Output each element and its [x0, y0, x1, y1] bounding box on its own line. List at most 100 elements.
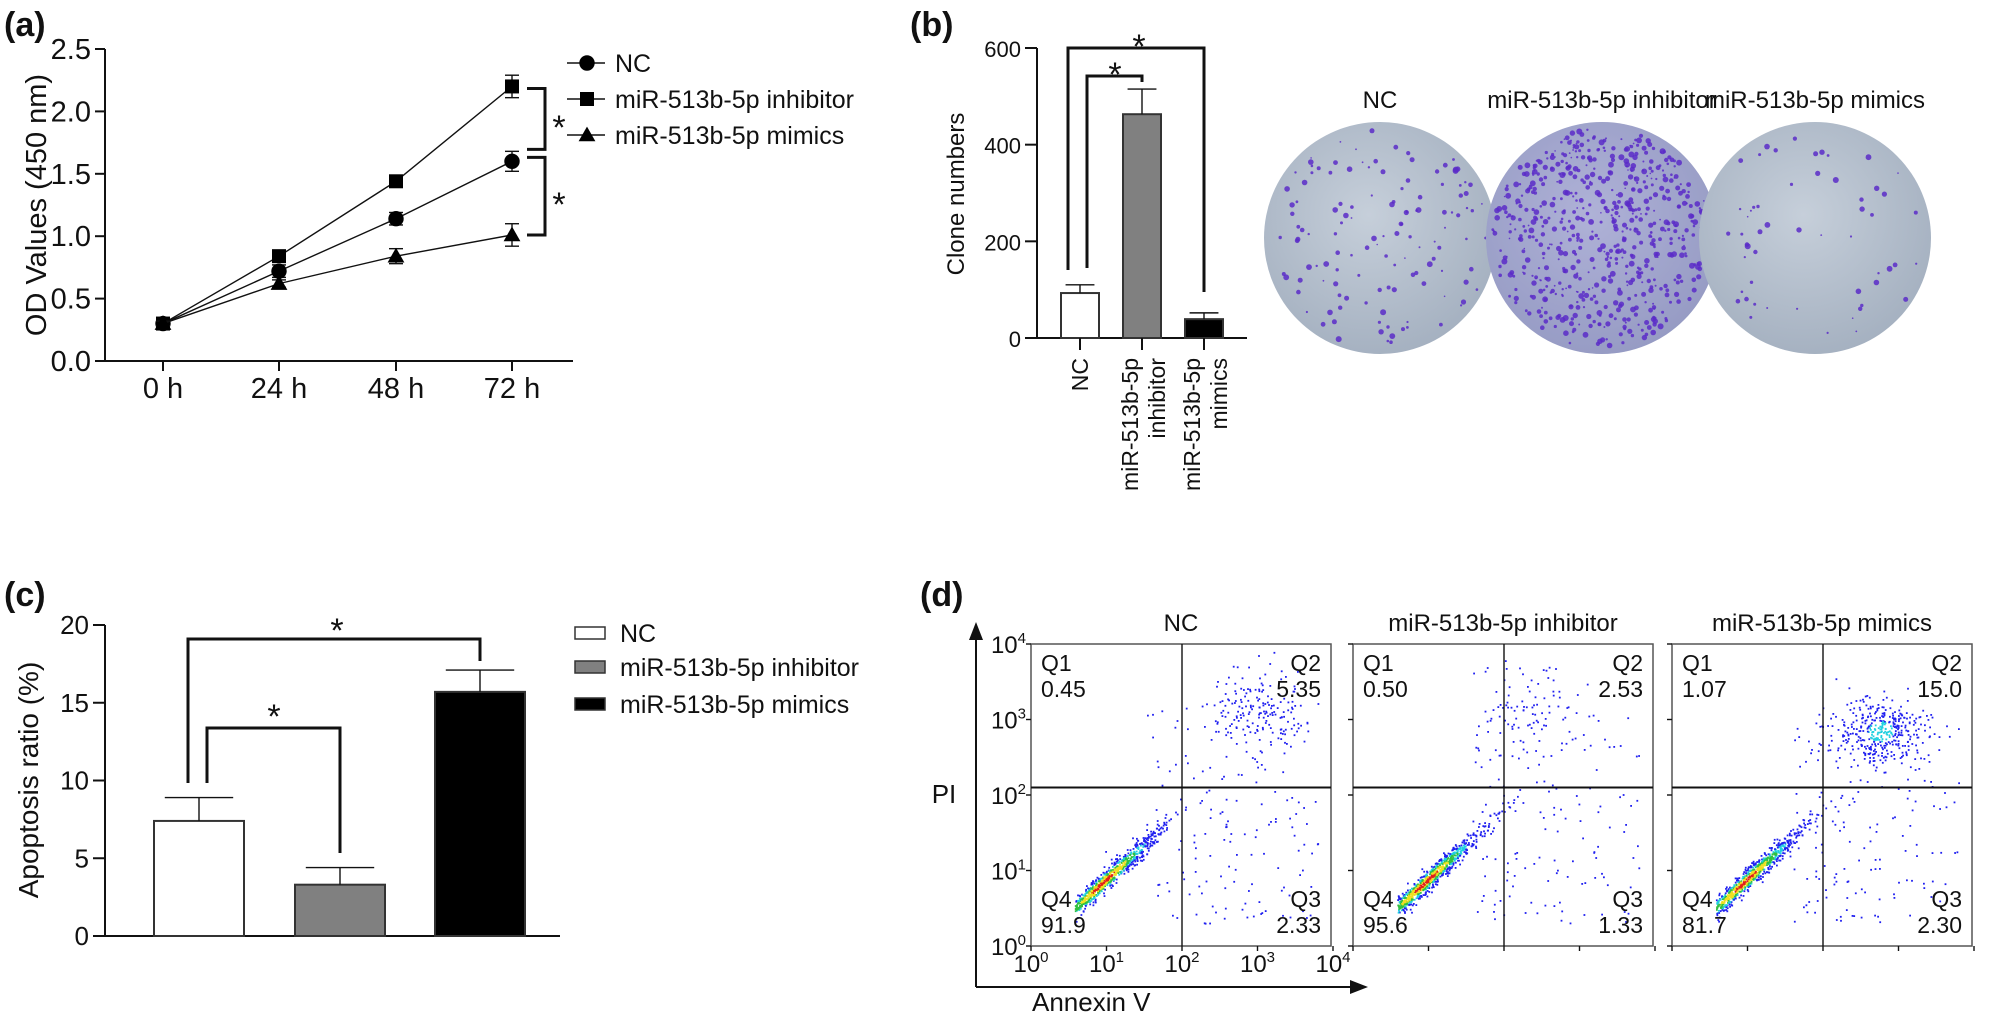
colony-dot	[1571, 249, 1577, 255]
event-dot	[1103, 883, 1106, 886]
event-dot	[1790, 842, 1793, 845]
event-dot	[1474, 761, 1477, 764]
event-dot	[1544, 904, 1547, 907]
event-dot	[1906, 700, 1909, 702]
event-dot	[1111, 878, 1114, 881]
event-dot	[1761, 881, 1764, 884]
event-dot	[1291, 700, 1294, 703]
colony-dot	[1631, 212, 1634, 215]
event-dot	[1731, 889, 1734, 891]
event-dot	[1849, 709, 1852, 711]
event-dot	[1488, 825, 1490, 827]
event-dot	[1907, 740, 1909, 743]
event-dot	[1246, 916, 1249, 919]
colony-dot	[1764, 222, 1771, 228]
event-dot	[1156, 841, 1158, 843]
event-dot	[1755, 873, 1757, 876]
colony-dot	[1617, 289, 1623, 296]
event-dot	[1240, 774, 1243, 776]
event-dot	[1457, 859, 1459, 862]
event-dot	[1786, 841, 1789, 844]
colony-dot	[1587, 155, 1593, 161]
event-dot	[1258, 901, 1261, 903]
event-dot	[1604, 738, 1606, 741]
event-dot	[1497, 706, 1500, 708]
colony-dot	[1630, 169, 1633, 172]
event-dot	[1095, 885, 1098, 888]
event-dot	[1201, 800, 1203, 802]
colony-dot	[1873, 279, 1880, 286]
event-dot	[1429, 873, 1431, 876]
event-dot	[1891, 743, 1894, 746]
event-dot	[1853, 759, 1856, 761]
event-dot	[1481, 900, 1484, 902]
event-dot	[1758, 859, 1761, 862]
y-tick-label: 10	[60, 766, 89, 796]
event-dot	[1110, 887, 1113, 889]
event-dot	[1132, 852, 1135, 855]
event-dot	[1112, 869, 1114, 871]
event-dot	[1407, 900, 1409, 903]
colony-dot	[1310, 157, 1312, 159]
y-tick-label: 400	[984, 134, 1021, 159]
event-dot	[1716, 907, 1719, 909]
event-dot	[1147, 839, 1149, 841]
event-dot	[1771, 855, 1773, 858]
event-dot	[1637, 845, 1639, 848]
panel-label-b: (b)	[910, 6, 953, 44]
event-dot	[1555, 872, 1558, 875]
event-dot	[1398, 909, 1400, 912]
event-dot	[1905, 712, 1908, 714]
event-dot	[1518, 757, 1520, 760]
event-dot	[1209, 817, 1212, 819]
event-dot	[1845, 739, 1847, 741]
event-dot	[1101, 884, 1104, 887]
event-dot	[1796, 828, 1799, 831]
event-dot	[1879, 759, 1882, 762]
event-dot	[1897, 740, 1900, 743]
colony-dot	[1316, 166, 1321, 171]
flow-plot: miR-513b-5p mimicsQ11.07Q215.0Q32.30Q481…	[1667, 610, 1975, 951]
colony-dot	[1338, 201, 1343, 206]
event-dot	[1153, 835, 1156, 838]
event-dot	[1287, 720, 1289, 723]
legend-label: miR-513b-5p mimics	[620, 691, 849, 719]
colony-dot	[1531, 235, 1535, 239]
event-dot	[1175, 811, 1177, 814]
event-dot	[1854, 892, 1857, 895]
y-tick-label: 102	[991, 781, 1026, 810]
event-dot	[1216, 721, 1219, 724]
event-dot	[1157, 840, 1159, 843]
event-dot	[1475, 835, 1478, 838]
colony-dot	[1614, 257, 1619, 261]
event-dot	[1843, 868, 1846, 870]
event-dot	[1781, 857, 1784, 860]
colony-dot	[1692, 219, 1699, 226]
event-dot	[1874, 729, 1877, 731]
event-dot	[1297, 722, 1300, 725]
event-dot	[1889, 707, 1892, 710]
event-dot	[1897, 744, 1900, 747]
event-dot	[1123, 861, 1126, 864]
event-dot	[1869, 840, 1872, 843]
event-dot	[1783, 852, 1786, 855]
colony-dot	[1357, 273, 1361, 277]
event-dot	[1104, 876, 1107, 878]
event-dot	[1453, 854, 1456, 857]
event-dot	[1087, 887, 1089, 890]
event-dot	[1417, 885, 1420, 887]
event-dot	[1440, 866, 1442, 868]
event-dot	[1541, 712, 1543, 715]
colony-dot	[1281, 272, 1286, 276]
event-dot	[1891, 712, 1894, 715]
event-dot	[1864, 754, 1867, 757]
event-dot	[1857, 764, 1859, 767]
event-dot	[1408, 902, 1411, 905]
event-dot	[1583, 914, 1586, 916]
event-dot	[1717, 901, 1719, 904]
colony-dot	[1511, 215, 1514, 218]
event-dot	[1770, 847, 1773, 850]
colony-dot	[1308, 159, 1314, 165]
event-dot	[1147, 842, 1149, 845]
event-dot	[1786, 839, 1789, 842]
